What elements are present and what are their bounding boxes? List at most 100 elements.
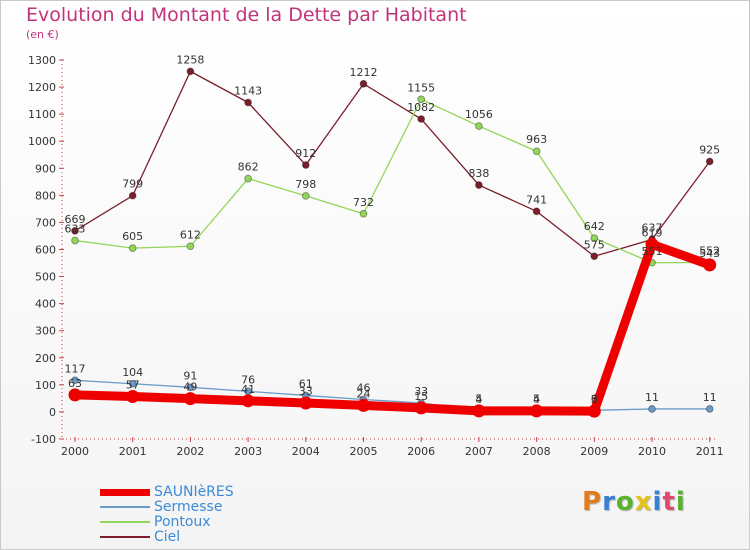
y-tick-label: 1300 (28, 54, 56, 67)
legend-swatch-ciel (100, 536, 150, 538)
data-point-pontoux (128, 244, 137, 253)
x-tick-label: 2005 (350, 445, 378, 458)
data-label-sermesse: 5 (533, 393, 540, 406)
data-point-ciel (186, 67, 195, 76)
data-point-sauni-res (414, 401, 428, 415)
data-label-sermesse: 11 (703, 391, 717, 404)
data-label-pontoux: 605 (122, 230, 143, 243)
data-point-pontoux (186, 242, 195, 251)
legend-swatch-sermesse (100, 506, 150, 508)
x-tick-label: 2009 (580, 445, 608, 458)
data-label-sermesse: 6 (591, 392, 598, 405)
chart-subtitle: (en €) (26, 28, 59, 41)
data-point-pontoux (71, 236, 79, 245)
legend-label-ciel: Ciel (154, 529, 181, 545)
axes: -100 0 100 200 300 400 500 600 700 800 900 1000 1100… (28, 54, 724, 458)
data-point-pontoux (532, 147, 541, 156)
data-point-sermesse (186, 383, 195, 392)
data-label-ciel: 637 (642, 221, 663, 234)
data-labels: 6697991258114391212121082838741575637925… (65, 53, 721, 406)
data-point-pontoux (417, 95, 426, 104)
legend-label-sermesse: Sermesse (154, 499, 223, 515)
data-label-pontoux: 963 (526, 133, 547, 146)
data-label-ciel: 1258 (176, 53, 204, 66)
data-point-ciel (359, 79, 368, 88)
data-label-sermesse: 33 (414, 385, 428, 398)
data-point-ciel (417, 115, 426, 123)
data-point-sauni-res (299, 396, 313, 410)
y-tick-label: 0 (49, 406, 56, 419)
data-label-pontoux: 1155 (407, 81, 435, 94)
x-tick-label: 2008 (523, 445, 551, 458)
data-label-ciel: 1143 (234, 85, 262, 98)
series-line-sauni-res (70, 239, 715, 416)
data-label-sauni-res: 33 (299, 385, 313, 398)
data-label-sermesse: 46 (357, 381, 371, 394)
data-label-ciel: 575 (584, 238, 605, 251)
data-label-ciel: 799 (122, 178, 143, 191)
data-label-sermesse: 61 (299, 377, 313, 390)
y-tick-label: 200 (35, 352, 56, 365)
data-label-sauni-res: 63 (68, 377, 82, 390)
y-tick-label: 300 (35, 325, 56, 338)
data-point-ciel (705, 157, 714, 166)
logo-letter: P (582, 487, 603, 517)
logo-letter: r (602, 487, 616, 517)
data-label-sauni-res: 41 (241, 383, 255, 396)
data-label-sauni-res: 4 (475, 393, 482, 406)
data-label-ciel: 1082 (407, 101, 435, 114)
y-tick-label: -100 (31, 433, 56, 446)
data-label-ciel: 1212 (350, 66, 378, 79)
logo-letter: o (615, 487, 635, 517)
y-tick-label: 600 (35, 244, 56, 257)
data-point-sauni-res (357, 398, 370, 412)
legend-swatch-pontoux (100, 521, 150, 523)
proxiti-logo: Proxiti (582, 487, 686, 517)
data-label-ciel: 741 (526, 193, 547, 206)
data-label-pontoux: 798 (295, 178, 316, 191)
data-point-pontoux (475, 122, 483, 130)
legend-label-pontoux: Pontoux (154, 514, 211, 530)
data-point-sauni-res (241, 394, 255, 408)
data-point-ciel (128, 191, 137, 200)
data-point-ciel (71, 226, 79, 235)
data-point-ciel (301, 161, 310, 169)
data-point-sermesse (648, 405, 656, 413)
data-label-sauni-res: 3 (591, 393, 598, 406)
y-tick-label: 900 (35, 162, 56, 175)
x-tick-label: 2011 (696, 445, 724, 458)
data-label-pontoux: 732 (353, 196, 374, 209)
data-label-sermesse: 11 (645, 391, 659, 404)
data-label-sermesse: 91 (183, 369, 197, 382)
data-point-sauni-res (587, 404, 601, 418)
x-tick-label: 2007 (465, 445, 493, 458)
data-label-sauni-res: 57 (126, 378, 140, 391)
data-label-ciel: 669 (65, 213, 86, 226)
data-label-pontoux: 642 (584, 220, 605, 233)
data-point-pontoux (301, 191, 310, 200)
y-tick-label: 800 (35, 189, 56, 202)
y-tick-label: 500 (35, 271, 56, 284)
data-label-sermesse: 5 (475, 393, 482, 406)
legend-swatch-saunieres (100, 489, 150, 496)
y-tick-label: 700 (35, 216, 56, 229)
data-point-ciel (590, 252, 599, 261)
data-label-sauni-res: 4 (533, 393, 540, 406)
data-label-sauni-res: 543 (699, 247, 720, 260)
series-lines (68, 67, 717, 418)
data-label-pontoux: 612 (180, 228, 201, 241)
data-point-pontoux (590, 234, 599, 243)
x-tick-label: 2002 (176, 445, 204, 458)
data-point-sermesse (128, 379, 137, 388)
data-point-sermesse (71, 376, 79, 385)
x-tick-label: 2004 (292, 445, 320, 458)
data-point-sauni-res (645, 237, 659, 251)
data-point-sauni-res (126, 389, 140, 403)
data-label-ciel: 925 (699, 144, 720, 157)
x-tick-label: 2006 (407, 445, 435, 458)
y-tick-label: 1000 (28, 135, 56, 148)
data-label-sauni-res: 24 (357, 387, 371, 400)
x-tick-label: 2010 (638, 445, 666, 458)
